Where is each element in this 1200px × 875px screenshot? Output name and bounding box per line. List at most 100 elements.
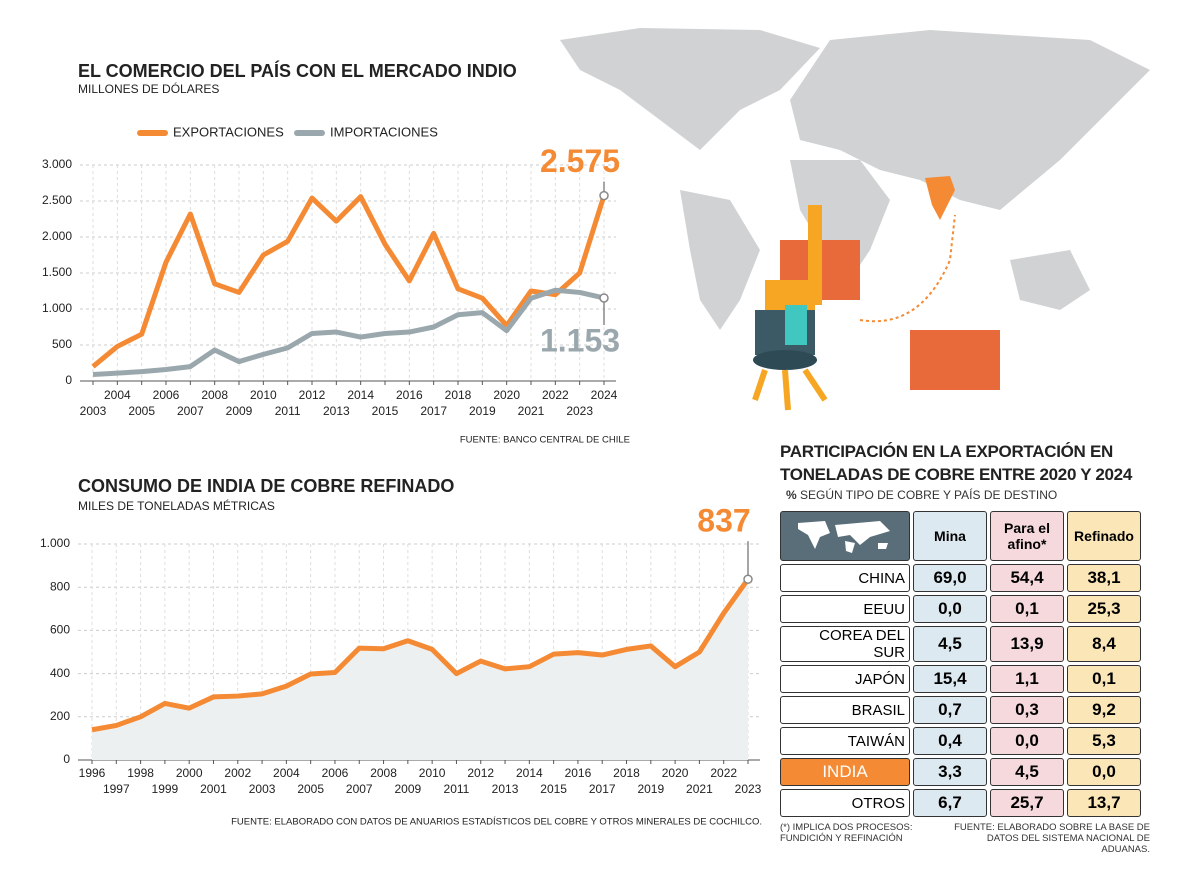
cell: 0,0 xyxy=(990,727,1064,755)
source: FUENTE: ELABORADO CON DATOS DE ANUARIOS … xyxy=(231,817,762,828)
cell: 0,1 xyxy=(1067,665,1141,693)
row-label: EEUU xyxy=(780,595,910,623)
row-label: TAIWÁN xyxy=(780,727,910,755)
world-map xyxy=(560,28,1150,330)
row-label: BRASIL xyxy=(780,696,910,724)
table-title: PARTICIPACIÓN EN LA EXPORTACIÓN EN TONEL… xyxy=(780,442,1132,484)
x-tick-label: 2023 xyxy=(735,782,762,796)
cell: 0,0 xyxy=(1067,758,1141,786)
table-row: JAPÓN 15,4 1,1 0,1 xyxy=(780,665,1141,693)
x-tick-label: 2020 xyxy=(662,766,689,780)
cell: 0,3 xyxy=(990,696,1064,724)
cell: 13,7 xyxy=(1067,789,1141,817)
x-tick-label: 1996 xyxy=(79,766,106,780)
cell: 25,3 xyxy=(1067,595,1141,623)
legend-label: IMPORTACIONES xyxy=(330,124,438,139)
cell: 0,7 xyxy=(913,696,987,724)
x-tick-label: 2020 xyxy=(493,388,520,402)
x-tick-label: 2003 xyxy=(249,782,276,796)
end-point xyxy=(743,574,753,584)
table-row: TAIWÁN 0,4 0,0 5,3 xyxy=(780,727,1141,755)
table-row: COREA DEL SUR 4,5 13,9 8,4 xyxy=(780,626,1141,662)
x-tick-label: 2015 xyxy=(540,782,567,796)
y-tick-label: 1.000 xyxy=(42,301,72,315)
end-point xyxy=(599,190,609,201)
x-tick-label: 2013 xyxy=(323,404,350,418)
row-label: JAPÓN xyxy=(780,665,910,693)
x-tick-label: 2011 xyxy=(444,782,470,796)
cell: 9,2 xyxy=(1067,696,1141,724)
x-tick-label: 2014 xyxy=(347,388,374,402)
x-tick-label: 2005 xyxy=(128,404,155,418)
x-tick-label: 1997 xyxy=(103,782,130,796)
cell: 54,4 xyxy=(990,564,1064,592)
x-tick-label: 1999 xyxy=(152,782,179,796)
table-row: OTROS 6,7 25,7 13,7 xyxy=(780,789,1141,817)
x-tick-label: 2004 xyxy=(273,766,300,780)
cell: 1,1 xyxy=(990,665,1064,693)
row-label: INDIA xyxy=(780,758,910,786)
cell: 69,0 xyxy=(913,564,987,592)
x-tick-label: 2021 xyxy=(518,404,545,418)
y-tick-label: 400 xyxy=(50,666,70,680)
x-tick-label: 2008 xyxy=(370,766,397,780)
x-tick-label: 2018 xyxy=(613,766,640,780)
y-tick-label: 2.000 xyxy=(42,229,72,243)
cell: 38,1 xyxy=(1067,564,1141,592)
x-tick-label: 2017 xyxy=(420,404,447,418)
table: Mina Para el afino* Refinado CHINA 69,0 54,4… xyxy=(777,508,1144,820)
x-tick-label: 2014 xyxy=(516,766,543,780)
value-label: 2.575 xyxy=(540,143,620,179)
y-tick-label: 1.500 xyxy=(42,265,72,279)
map-cell xyxy=(780,511,910,561)
x-tick-label: 2007 xyxy=(346,782,373,796)
end-point xyxy=(599,293,609,303)
y-tick-label: 600 xyxy=(50,623,70,637)
x-tick-label: 2012 xyxy=(467,766,494,780)
cell: 13,9 xyxy=(990,626,1064,662)
table-row: BRASIL 0,7 0,3 9,2 xyxy=(780,696,1141,724)
value-label: 1.153 xyxy=(540,322,620,358)
cell: 15,4 xyxy=(913,665,987,693)
table-row: CHINA 69,0 54,4 38,1 xyxy=(780,564,1141,592)
x-tick-label: 2010 xyxy=(419,766,446,780)
x-tick-label: 2016 xyxy=(396,388,423,402)
x-tick-label: 2017 xyxy=(589,782,616,796)
legend-label: EXPORTACIONES xyxy=(173,124,284,139)
column-header: Para el afino* xyxy=(990,511,1064,561)
y-tick-label: 1.000 xyxy=(40,536,70,550)
x-tick-label: 2010 xyxy=(250,388,277,402)
y-tick-label: 3.000 xyxy=(42,157,72,171)
unit: % xyxy=(786,488,797,502)
x-tick-label: 2019 xyxy=(469,404,496,418)
row-label: COREA DEL SUR xyxy=(780,626,910,662)
column-header: Refinado xyxy=(1067,511,1141,561)
x-tick-label: 2019 xyxy=(637,782,664,796)
cell: 4,5 xyxy=(990,758,1064,786)
cell: 6,7 xyxy=(913,789,987,817)
table-panel: PARTICIPACIÓN EN LA EXPORTACIÓN EN TONEL… xyxy=(780,440,1150,855)
row-label: OTROS xyxy=(780,789,910,817)
line xyxy=(92,287,605,378)
table-row: INDIA 3,3 4,5 0,0 xyxy=(780,758,1141,786)
x-tick-label: 2023 xyxy=(566,404,593,418)
cell: 0,1 xyxy=(990,595,1064,623)
chart-subtitle: MILES DE TONELADAS MÉTRICAS xyxy=(78,498,275,513)
chart-subtitle: MILLONES DE DÓLARES xyxy=(78,81,219,96)
source: FUENTE: BANCO CENTRAL DE CHILE xyxy=(460,435,630,446)
area xyxy=(92,579,748,760)
line xyxy=(91,577,751,733)
x-tick-label: 2016 xyxy=(565,766,592,780)
y-tick-label: 0 xyxy=(65,373,72,387)
x-tick-label: 2012 xyxy=(299,388,326,402)
y-tick-label: 2.500 xyxy=(42,193,72,207)
x-tick-label: 2007 xyxy=(177,404,204,418)
table-row: EEUU 0,0 0,1 25,3 xyxy=(780,595,1141,623)
x-tick-label: 2009 xyxy=(395,782,422,796)
x-tick-label: 2024 xyxy=(591,388,618,402)
line xyxy=(91,194,607,369)
x-tick-label: 2002 xyxy=(224,766,251,780)
table-source: FUENTE: ELABORADO SOBRE LA BASE DE DATOS… xyxy=(954,822,1150,855)
